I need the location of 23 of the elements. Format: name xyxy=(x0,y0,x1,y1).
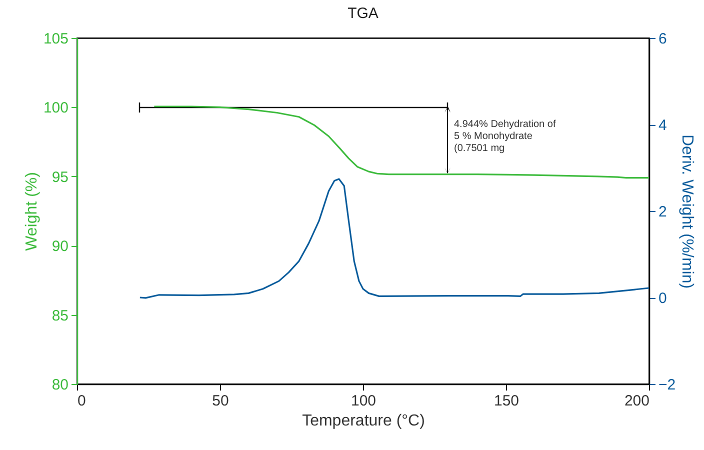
x-tick-label: 0 xyxy=(78,392,86,410)
x-axis-title: Temperature (°C) xyxy=(302,412,425,430)
y2-tick-label: −2 xyxy=(658,376,676,394)
y-tick-label: 85 xyxy=(52,307,68,324)
y-tick-label: 90 xyxy=(52,238,68,256)
y-tick-label: 105 xyxy=(43,30,68,48)
x-tick-label: 150 xyxy=(494,392,520,410)
y2-tick-label: 6 xyxy=(658,30,667,48)
y-axis-title: Weight (%) xyxy=(23,172,40,251)
line-series xyxy=(139,178,650,299)
chart-title: TGA xyxy=(348,5,378,22)
annotation: 4.944% Dehydration of 5 % Monohydrate (0.7501 mg xyxy=(454,119,556,154)
x-tick-label: 50 xyxy=(212,392,229,410)
y-tick-label: 95 xyxy=(52,168,68,186)
y2-tick-label: 0 xyxy=(658,290,667,307)
y-tick-label: 80 xyxy=(52,376,68,394)
y2-tick-label: 4 xyxy=(658,117,667,134)
x-tick-label: 200 xyxy=(624,392,650,410)
y2-tick-label: 2 xyxy=(658,204,667,220)
y2-axis-title: Deriv. Weight (%/min) xyxy=(678,134,696,289)
y-tick-label: 100 xyxy=(43,100,68,117)
line-series xyxy=(153,106,650,179)
x-tick-label: 100 xyxy=(350,392,376,410)
